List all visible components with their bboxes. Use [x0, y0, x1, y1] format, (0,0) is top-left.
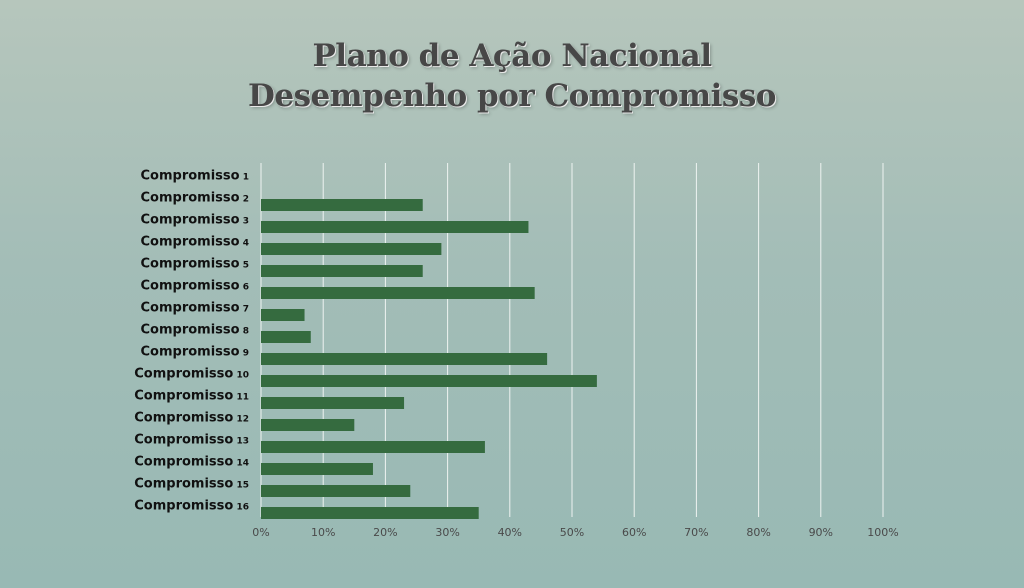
category-label-number: 8: [240, 327, 249, 337]
category-label-name: Compromisso: [134, 411, 233, 426]
bar: [261, 309, 305, 321]
category-label-name: Compromisso: [134, 455, 233, 470]
bar: [261, 331, 311, 343]
category-label: Compromisso 7: [141, 301, 249, 316]
category-label-number: 4: [240, 239, 249, 249]
bar: [261, 353, 548, 365]
category-label-number: 9: [240, 349, 249, 359]
category-label: Compromisso 3: [141, 213, 249, 228]
x-tick-label: 60%: [622, 526, 646, 539]
category-label-number: 5: [240, 261, 249, 271]
category-label: Compromisso 4: [141, 235, 249, 250]
category-label: Compromisso 6: [141, 279, 249, 294]
x-tick-label: 20%: [373, 526, 397, 539]
category-label: Compromisso 1: [141, 169, 249, 184]
category-label-number: 2: [240, 195, 249, 205]
category-label-name: Compromisso: [134, 477, 233, 492]
category-label-number: 11: [233, 393, 249, 403]
category-label-name: Compromisso: [134, 499, 233, 514]
chart-title-line-2: Desempenho por Compromisso: [247, 78, 777, 114]
category-label: Compromisso 5: [141, 257, 249, 272]
x-tick-label: 80%: [746, 526, 770, 539]
category-label-name: Compromisso: [134, 389, 233, 404]
bar: [261, 441, 485, 453]
category-label: Compromisso 16: [134, 499, 249, 514]
category-label: Compromisso 14: [134, 455, 249, 470]
category-label-number: 15: [233, 481, 249, 491]
category-label-number: 13: [233, 437, 249, 447]
category-label: Compromisso 9: [141, 345, 249, 360]
bar: [261, 375, 597, 387]
category-label-name: Compromisso: [134, 367, 233, 382]
category-label: Compromisso 12: [134, 411, 249, 426]
chart-title: Plano de Ação Nacional Desempenho por Co…: [0, 36, 1024, 116]
x-tick-label: 30%: [435, 526, 459, 539]
category-label-name: Compromisso: [141, 235, 240, 250]
category-label-name: Compromisso: [141, 257, 240, 272]
bar: [261, 397, 405, 409]
category-label-name: Compromisso: [141, 213, 240, 228]
bar: [261, 221, 529, 233]
category-label-name: Compromisso: [134, 433, 233, 448]
category-label-number: 12: [233, 415, 249, 425]
category-label-number: 6: [240, 283, 249, 293]
bar: [261, 463, 373, 475]
bar: [261, 419, 355, 431]
chart-title-line-1: Plano de Ação Nacional: [312, 38, 712, 74]
x-tick-label: 0%: [252, 526, 269, 539]
category-label-name: Compromisso: [141, 191, 240, 206]
category-label-number: 7: [240, 305, 249, 315]
category-label-name: Compromisso: [141, 345, 240, 360]
x-tick-label: 50%: [560, 526, 584, 539]
category-label: Compromisso 8: [141, 323, 249, 338]
bar: [261, 287, 535, 299]
category-label: Compromisso 13: [134, 433, 249, 448]
bar: [261, 507, 479, 519]
category-label-name: Compromisso: [141, 301, 240, 316]
x-tick-label: 90%: [809, 526, 833, 539]
x-tick-label: 100%: [867, 526, 898, 539]
bar: [261, 243, 442, 255]
category-label: Compromisso 10: [134, 367, 249, 382]
category-label-number: 3: [240, 217, 249, 227]
category-label-name: Compromisso: [141, 169, 240, 184]
bar: [261, 485, 411, 497]
category-label-name: Compromisso: [141, 279, 240, 294]
bar: [261, 265, 423, 277]
category-label-number: 1: [240, 173, 249, 183]
category-label-number: 16: [233, 503, 249, 513]
category-label: Compromisso 11: [134, 389, 249, 404]
category-label: Compromisso 15: [134, 477, 249, 492]
bar: [261, 199, 423, 211]
category-label: Compromisso 2: [141, 191, 249, 206]
x-tick-label: 10%: [311, 526, 335, 539]
x-tick-label: 70%: [684, 526, 708, 539]
category-label-name: Compromisso: [141, 323, 240, 338]
category-label-number: 14: [233, 459, 249, 469]
x-tick-label: 40%: [498, 526, 522, 539]
category-label-number: 10: [233, 371, 249, 381]
